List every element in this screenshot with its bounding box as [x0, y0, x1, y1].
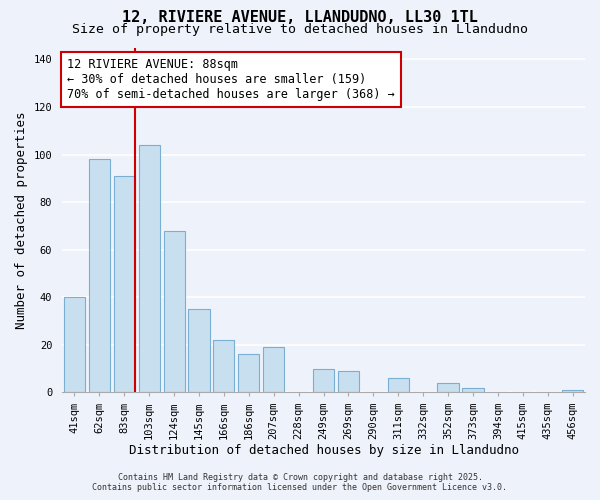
X-axis label: Distribution of detached houses by size in Llandudno: Distribution of detached houses by size …: [128, 444, 518, 458]
Text: Size of property relative to detached houses in Llandudno: Size of property relative to detached ho…: [72, 22, 528, 36]
Text: Contains HM Land Registry data © Crown copyright and database right 2025.
Contai: Contains HM Land Registry data © Crown c…: [92, 473, 508, 492]
Bar: [437, 383, 458, 392]
Bar: [214, 340, 235, 392]
Bar: [164, 230, 185, 392]
Bar: [562, 390, 583, 392]
Bar: [463, 388, 484, 392]
Bar: [114, 176, 135, 392]
Text: 12, RIVIERE AVENUE, LLANDUDNO, LL30 1TL: 12, RIVIERE AVENUE, LLANDUDNO, LL30 1TL: [122, 10, 478, 25]
Bar: [263, 347, 284, 393]
Y-axis label: Number of detached properties: Number of detached properties: [15, 111, 28, 328]
Bar: [313, 368, 334, 392]
Bar: [139, 145, 160, 392]
Bar: [338, 371, 359, 392]
Bar: [238, 354, 259, 393]
Bar: [388, 378, 409, 392]
Bar: [64, 298, 85, 392]
Bar: [188, 309, 209, 392]
Text: 12 RIVIERE AVENUE: 88sqm
← 30% of detached houses are smaller (159)
70% of semi-: 12 RIVIERE AVENUE: 88sqm ← 30% of detach…: [67, 58, 395, 101]
Bar: [89, 160, 110, 392]
